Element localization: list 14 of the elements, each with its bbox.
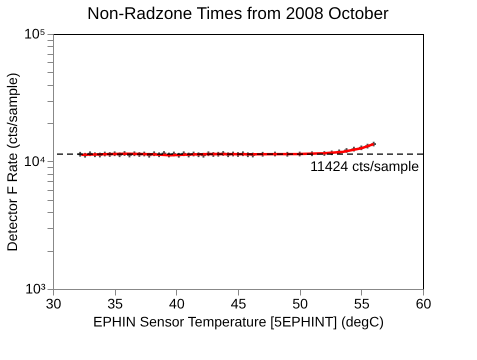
x-tick-label: 55 <box>354 296 370 312</box>
y-tick-label: 10⁴ <box>24 153 46 169</box>
y-tick-label: 10⁵ <box>24 26 46 42</box>
x-tick-label: 35 <box>107 296 124 312</box>
x-tick-label: 60 <box>416 296 432 312</box>
y-tick-label: 10³ <box>25 280 46 296</box>
x-axis-title: EPHIN Sensor Temperature [5EPHINT] (degC) <box>93 314 384 330</box>
ref-line-label: 11424 cts/sample <box>310 158 420 174</box>
y-axis-title: Detector F Rate (cts/sample) <box>4 72 20 252</box>
x-tick-label: 45 <box>230 296 246 312</box>
x-tick-label: 30 <box>46 296 62 312</box>
x-tick-label: 50 <box>292 296 308 312</box>
chart-title: Non-Radzone Times from 2008 October <box>87 4 390 23</box>
x-tick-label: 40 <box>169 296 185 312</box>
